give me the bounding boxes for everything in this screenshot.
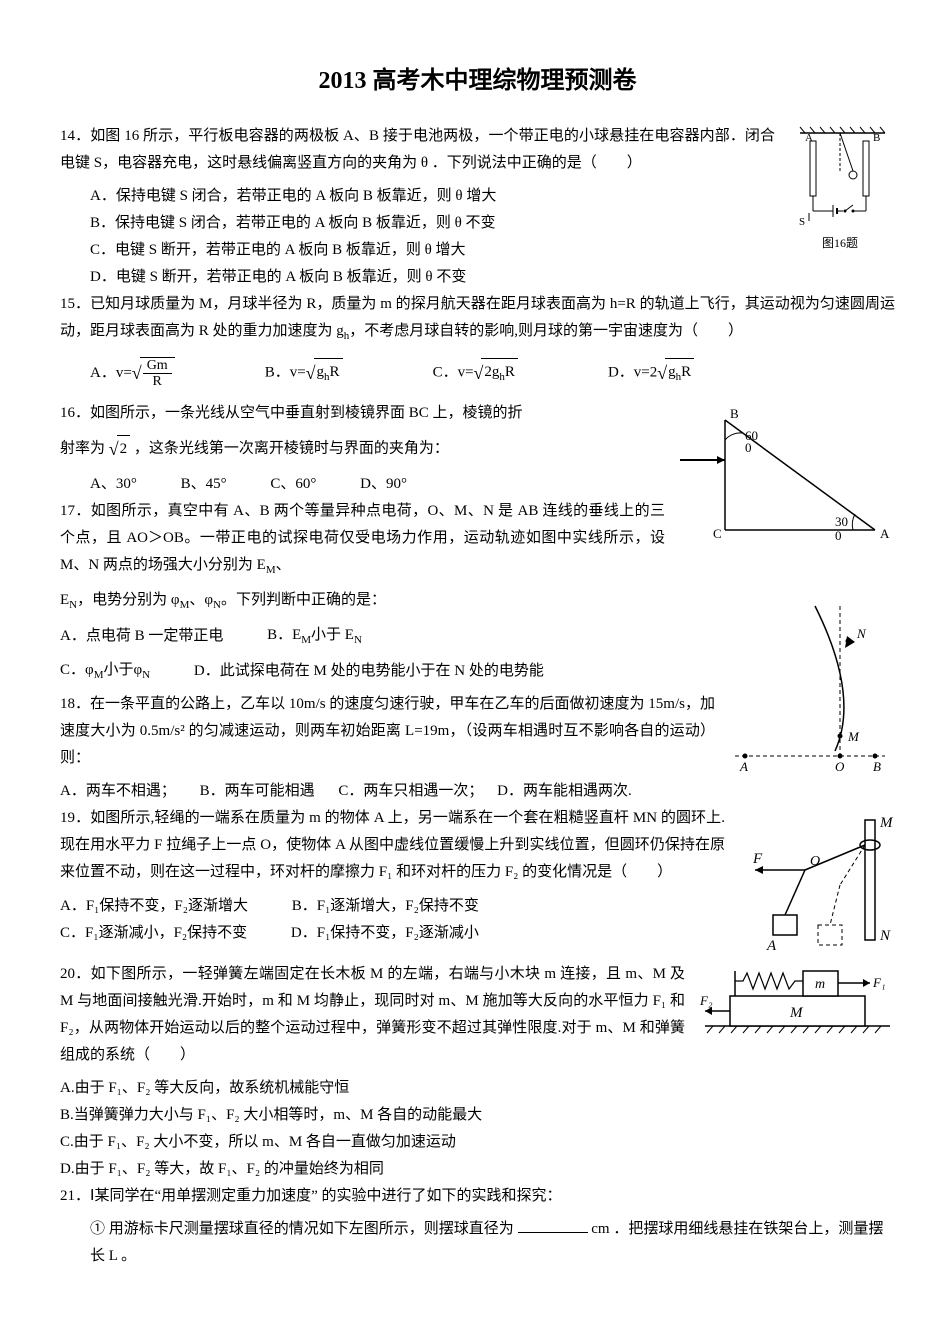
q18-stem: 在一条平直的公路上，乙车以 10m/s 的速度匀速行驶，甲车在乙车的后面做初速度… bbox=[60, 696, 715, 766]
q15-opt-c: C．v=√2ghR bbox=[433, 357, 518, 389]
q14-stem: 如图 16 所示，平行板电容器的两极板 A、B 接于电池两极，一个带正电的小球悬… bbox=[60, 128, 775, 171]
q20-opt-a: A.由于 F₁、F₂ 等大反向，故系统机械能守恒 bbox=[60, 1075, 895, 1102]
q14-number: 14． bbox=[60, 128, 90, 144]
q20-opt-c: C.由于 F₁、F₂ 大小不变，所以 m、M 各自一直做匀加速运动 bbox=[60, 1129, 895, 1156]
q16-stem-2-row: 射率为 √2 ，这条光线第一次离开棱镜时与界面的夹角为： bbox=[60, 433, 895, 465]
q19-stem: 如图所示,轻绳的一端系在质量为 m 的物体 A 上，另一端系在一个套在粗糙竖直杆… bbox=[60, 810, 725, 880]
q14-opt-a: A．保持电键 S 闭合，若带正电的 A 板向 B 板靠近，则 θ 增大 bbox=[60, 183, 895, 210]
svg-text:N: N bbox=[879, 928, 891, 944]
q18-opt-b: B．两车可能相遇 bbox=[200, 778, 315, 805]
q20-opt-b: B.当弹簧弹力大小与 F₁、F₂ 大小相等时，m、M 各自的动能最大 bbox=[60, 1102, 895, 1129]
q16-stem-2a: 射率为 bbox=[60, 440, 105, 456]
question-14: 14．如图 16 所示，平行板电容器的两极板 A、B 接于电池两极，一个带正电的… bbox=[60, 123, 895, 177]
q19-opt-b: B．F₁逐渐增大，F₂保持不变 bbox=[292, 893, 479, 920]
q15-stem-2: ，不考虑月球自转的影响,则月球的第一宇宙速度为（ ） bbox=[349, 323, 743, 339]
q17-number: 17． bbox=[60, 503, 91, 519]
q15-opt-a: A．v=√GmR bbox=[90, 357, 175, 390]
q20-stem: 如下图所示，一轻弹簧左端固定在长木板 M 的左端，右端与小木块 m 连接，且 m… bbox=[60, 966, 685, 1063]
q18-number: 18． bbox=[60, 696, 90, 712]
q19-opt-d: D．F₁保持不变，F₂逐渐减小 bbox=[291, 920, 479, 947]
q16-opt-c: C、60° bbox=[270, 471, 316, 498]
q16-stem-2b: ，这条光线第一次离开棱镜时与界面的夹角为： bbox=[134, 440, 449, 456]
q18-opt-a: A．两车不相遇； bbox=[60, 778, 176, 805]
q16-opt-a: A、30° bbox=[90, 471, 137, 498]
question-21: 21．Ⅰ某同学在“用单摆测定重力加速度” 的实验中进行了如下的实践和探究： bbox=[60, 1183, 895, 1210]
q18-opt-d: D．两车能相遇两次. bbox=[497, 778, 632, 805]
q21-number: 21． bbox=[60, 1188, 90, 1204]
question-16: 16．如图所示，一条光线从空气中垂直射到棱镜界面 BC 上，棱镜的折 bbox=[60, 400, 895, 427]
q15-number: 15． bbox=[60, 296, 90, 312]
q14-opt-d: D．电键 S 断开，若带正电的 A 板向 B 板靠近，则 θ 不变 bbox=[60, 264, 895, 291]
q16-number: 16． bbox=[60, 405, 90, 421]
q20-opt-d: D.由于 F₁、F₂ 等大，故 F₁、F₂ 的冲量始终为相同 bbox=[60, 1156, 895, 1183]
q21-blank-diameter bbox=[518, 1217, 588, 1233]
q19-opt-a: A．F₁保持不变，F₂逐渐增大 bbox=[60, 893, 248, 920]
svg-text:N: N bbox=[856, 626, 867, 641]
q15-opt-b: B．v=√ghR bbox=[265, 357, 343, 389]
q21-stem: Ⅰ某同学在“用单摆测定重力加速度” 的实验中进行了如下的实践和探究： bbox=[90, 1188, 562, 1204]
root-2: 2 bbox=[117, 435, 131, 463]
svg-text:A: A bbox=[766, 938, 777, 954]
question-17: 17．如图所示，真空中有 A、B 两个等量异种点电荷，O、M、N 是 AB 连线… bbox=[60, 498, 895, 581]
q15-opt-d: D．v=2√ghR bbox=[608, 357, 694, 389]
q16-opt-b: B、45° bbox=[181, 471, 227, 498]
q14-opt-c: C．电键 S 断开，若带正电的 A 板向 B 板靠近，则 θ 增大 bbox=[60, 237, 895, 264]
page-title: 2013 高考木中理综物理预测卷 bbox=[60, 60, 895, 103]
q19-number: 19． bbox=[60, 810, 90, 826]
svg-text:S: S bbox=[799, 216, 805, 228]
q18-opt-c: C．两车只相遇一次； bbox=[338, 778, 483, 805]
q16-stem-1: 如图所示，一条光线从空气中垂直射到棱镜界面 BC 上，棱镜的折 bbox=[90, 405, 523, 421]
q17-opt-b: B．EM小于 EN bbox=[267, 622, 362, 651]
question-15: 15．已知月球质量为 M，月球半径为 R，质量为 m 的探月航天器在距月球表面高… bbox=[60, 291, 895, 347]
q21-sub1-pre: ① 用游标卡尺测量摆球直径的情况如下左图所示，则摆球直径为 bbox=[90, 1221, 514, 1237]
q19-opt-c: C．F₁逐渐减小，F₂保持不变 bbox=[60, 920, 247, 947]
q14-opt-b: B．保持电键 S 闭合，若带正电的 A 板向 B 板靠近，则 θ 不变 bbox=[60, 210, 895, 237]
figure-16-caption: 图16题 bbox=[822, 236, 858, 250]
q18-options: A．两车不相遇； B．两车可能相遇 C．两车只相遇一次； D．两车能相遇两次. bbox=[60, 778, 895, 805]
q20-number: 20． bbox=[60, 966, 91, 982]
q17-stem: 如图所示，真空中有 A、B 两个等量异种点电荷，O、M、N 是 AB 连线的垂线… bbox=[60, 503, 665, 573]
question-18: 18．在一条平直的公路上，乙车以 10m/s 的速度匀速行驶，甲车在乙车的后面做… bbox=[60, 691, 895, 772]
question-20: 20．如下图所示，一轻弹簧左端固定在长木板 M 的左端，右端与小木块 m 连接，… bbox=[60, 961, 895, 1069]
q15-options: A．v=√GmR B．v=√ghR C．v=√2ghR D．v=2√ghR bbox=[60, 357, 895, 390]
q17-stem-row2: EN，电势分别为 φM、φN。下列判断中正确的是： bbox=[60, 587, 895, 616]
q17-opt-a: A．点电荷 B 一定带正电 bbox=[60, 623, 223, 650]
q16-opt-d: D、90° bbox=[360, 471, 407, 498]
question-19: 19．如图所示,轻绳的一端系在质量为 m 的物体 A 上，另一端系在一个套在粗糙… bbox=[60, 805, 895, 886]
q21-sub1: ① 用游标卡尺测量摆球直径的情况如下左图所示，则摆球直径为 cm ．把摆球用细线… bbox=[60, 1216, 895, 1270]
q17-opt-d: D．此试探电荷在 M 处的电势能小于在 N 处的电势能 bbox=[194, 658, 544, 685]
q17-opt-c: C．φM小于φN bbox=[60, 657, 150, 686]
